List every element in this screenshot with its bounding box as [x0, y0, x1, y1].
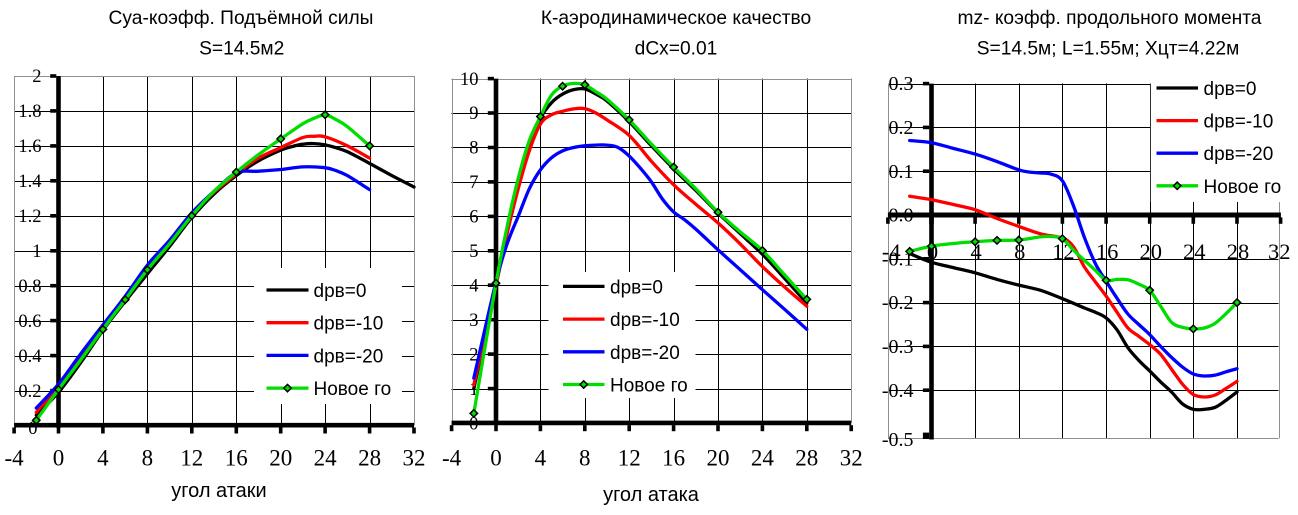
- svg-text:dрв=0: dрв=0: [1204, 79, 1257, 100]
- svg-text:28: 28: [795, 446, 818, 471]
- svg-text:-0.2: -0.2: [882, 292, 914, 314]
- svg-text:dрв=-10: dрв=-10: [610, 310, 680, 331]
- svg-text:10: 10: [460, 70, 479, 90]
- svg-text:32: 32: [840, 446, 863, 471]
- svg-text:12: 12: [618, 446, 641, 471]
- svg-text:-4: -4: [442, 446, 462, 471]
- svg-text:-0.4: -0.4: [882, 380, 914, 402]
- svg-text:0: 0: [28, 419, 37, 439]
- svg-text:dрв=-20: dрв=-20: [314, 346, 384, 367]
- svg-text:Новое го: Новое го: [610, 376, 688, 397]
- svg-text:28: 28: [358, 446, 381, 471]
- svg-text:20: 20: [707, 446, 730, 471]
- svg-text:32: 32: [1268, 239, 1291, 264]
- svg-text:dрв=-10: dрв=-10: [314, 314, 384, 335]
- svg-text:1.8: 1.8: [18, 102, 41, 122]
- svg-text:4: 4: [535, 446, 547, 471]
- svg-text:0.4: 0.4: [18, 347, 41, 367]
- svg-text:0.2: 0.2: [889, 117, 914, 139]
- svg-text:1.2: 1.2: [18, 207, 41, 227]
- svg-text:dрв=-20: dрв=-20: [1204, 144, 1274, 165]
- svg-text:dрв=-10: dрв=-10: [1204, 112, 1274, 133]
- svg-text:dрв=0: dрв=0: [610, 277, 663, 298]
- svg-text:Новое го: Новое го: [1204, 177, 1282, 198]
- svg-text:-0.5: -0.5: [882, 429, 914, 451]
- svg-text:угол атака: угол атака: [603, 484, 700, 506]
- svg-text:16: 16: [1096, 239, 1119, 264]
- svg-text:4: 4: [97, 446, 109, 471]
- svg-text:mz- коэфф. продольного момента: mz- коэфф. продольного момента: [958, 8, 1262, 29]
- svg-text:угол атаки: угол атаки: [171, 480, 266, 502]
- svg-text:24: 24: [1183, 239, 1206, 264]
- svg-text:-4: -4: [882, 239, 901, 264]
- svg-text:0: 0: [53, 446, 65, 471]
- svg-text:8: 8: [579, 446, 591, 471]
- svg-text:2: 2: [469, 345, 478, 365]
- svg-text:12: 12: [180, 446, 203, 471]
- svg-text:-0.1: -0.1: [882, 248, 914, 270]
- svg-text:Новое го: Новое го: [314, 379, 392, 400]
- svg-text:5: 5: [469, 242, 478, 262]
- svg-text:S=14.5м; L=1.55м; Хцт=4.22м: S=14.5м; L=1.55м; Хцт=4.22м: [977, 39, 1240, 60]
- svg-text:8: 8: [469, 139, 478, 159]
- svg-text:3: 3: [469, 311, 478, 331]
- svg-text:1.4: 1.4: [18, 172, 41, 192]
- svg-text:28: 28: [1227, 239, 1250, 264]
- svg-text:16: 16: [662, 446, 685, 471]
- svg-text:8: 8: [1014, 239, 1025, 264]
- svg-text:8: 8: [142, 446, 154, 471]
- svg-text:2: 2: [32, 67, 41, 87]
- svg-text:0.6: 0.6: [18, 312, 41, 332]
- svg-text:0.1: 0.1: [889, 161, 914, 183]
- svg-text:0.3: 0.3: [889, 73, 914, 95]
- svg-text:16: 16: [225, 446, 248, 471]
- svg-text:24: 24: [314, 446, 338, 471]
- svg-text:Суа-коэфф. Подъёмной силы: Суа-коэфф. Подъёмной силы: [109, 8, 374, 29]
- svg-text:32: 32: [403, 446, 426, 471]
- svg-text:0.2: 0.2: [18, 382, 41, 402]
- svg-text:0: 0: [490, 446, 502, 471]
- svg-text:4: 4: [469, 276, 478, 296]
- svg-text:4: 4: [970, 239, 981, 264]
- svg-text:К-аэродинамическое качество: К-аэродинамическое качество: [541, 8, 811, 29]
- svg-text:1: 1: [32, 242, 41, 262]
- svg-text:-0.3: -0.3: [882, 336, 914, 358]
- svg-text:0.8: 0.8: [18, 277, 41, 297]
- svg-text:7: 7: [469, 173, 478, 193]
- svg-text:24: 24: [751, 446, 775, 471]
- svg-text:1.6: 1.6: [18, 137, 41, 157]
- svg-text:dрв=0: dрв=0: [314, 281, 367, 302]
- svg-text:20: 20: [269, 446, 292, 471]
- svg-text:9: 9: [469, 104, 478, 124]
- svg-text:dрв=-20: dрв=-20: [610, 343, 680, 364]
- svg-text:20: 20: [1139, 239, 1162, 264]
- svg-text:dCx=0.01: dCx=0.01: [635, 39, 718, 60]
- svg-text:-4: -4: [5, 446, 25, 471]
- svg-text:6: 6: [469, 208, 478, 228]
- svg-text:S=14.5м2: S=14.5м2: [199, 39, 284, 60]
